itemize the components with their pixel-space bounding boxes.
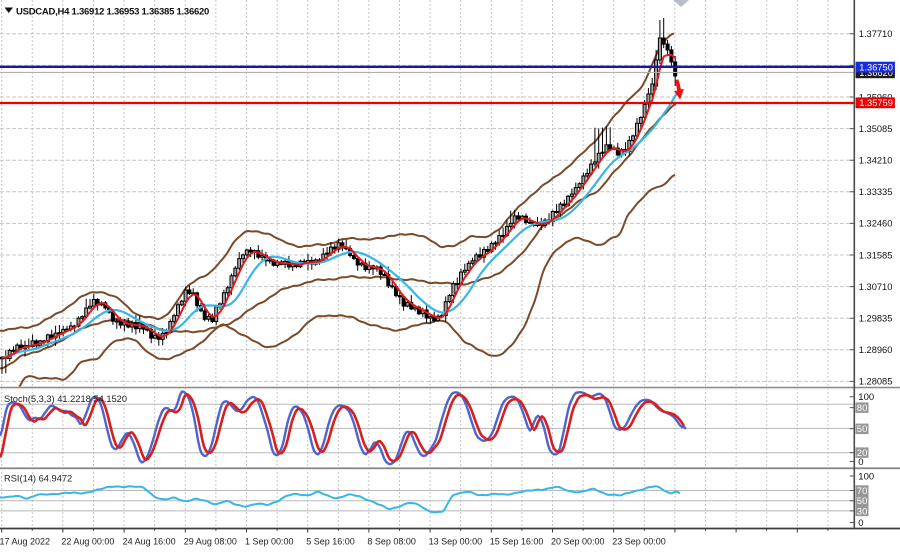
svg-text:1.28960: 1.28960 xyxy=(859,345,893,355)
svg-text:100: 100 xyxy=(858,392,874,403)
svg-text:29 Aug 08:00: 29 Aug 08:00 xyxy=(184,537,237,547)
svg-text:1 Sep 00:00: 1 Sep 00:00 xyxy=(245,537,294,547)
svg-text:1.31585: 1.31585 xyxy=(859,250,893,260)
svg-text:1.37710: 1.37710 xyxy=(859,29,893,39)
svg-text:23 Sep 00:00: 23 Sep 00:00 xyxy=(612,537,666,547)
svg-text:1.28085: 1.28085 xyxy=(859,377,893,387)
svg-text:1.35085: 1.35085 xyxy=(859,124,893,134)
svg-text:80: 80 xyxy=(857,403,868,414)
svg-text:5 Sep 16:00: 5 Sep 16:00 xyxy=(306,537,355,547)
svg-text:RSI(14) 64.9472: RSI(14) 64.9472 xyxy=(4,474,72,484)
svg-text:24 Aug 16:00: 24 Aug 16:00 xyxy=(123,537,176,547)
svg-text:1.30710: 1.30710 xyxy=(859,282,893,292)
svg-text:8 Sep 08:00: 8 Sep 08:00 xyxy=(367,537,416,547)
svg-text:USDCAD,H4 1.36912 1.36953 1.3: USDCAD,H4 1.36912 1.36953 1.36385 1.3662… xyxy=(16,7,209,18)
svg-text:1.36750: 1.36750 xyxy=(859,63,893,73)
svg-text:1.33335: 1.33335 xyxy=(859,187,893,197)
svg-text:22 Aug 00:00: 22 Aug 00:00 xyxy=(61,537,114,547)
svg-text:70: 70 xyxy=(857,486,868,497)
svg-text:1.36620: 1.36620 xyxy=(859,68,893,78)
svg-text:1.32460: 1.32460 xyxy=(859,219,893,229)
svg-text:1.35759: 1.35759 xyxy=(859,98,893,108)
svg-text:17 Aug 2022: 17 Aug 2022 xyxy=(0,537,50,547)
svg-text:100: 100 xyxy=(858,471,874,482)
svg-text:0: 0 xyxy=(858,457,863,468)
svg-text:0: 0 xyxy=(858,518,863,529)
svg-text:13 Sep 00:00: 13 Sep 00:00 xyxy=(429,537,483,547)
svg-text:15 Sep 16:00: 15 Sep 16:00 xyxy=(490,537,544,547)
svg-text:1.34210: 1.34210 xyxy=(859,156,893,166)
svg-text:1.29835: 1.29835 xyxy=(859,314,893,324)
svg-text:Stoch(5,3,3) 41.2218 54.1520: Stoch(5,3,3) 41.2218 54.1520 xyxy=(4,394,127,404)
svg-text:50: 50 xyxy=(857,424,868,435)
svg-text:30: 30 xyxy=(857,506,868,517)
svg-text:1.35960: 1.35960 xyxy=(859,92,893,102)
svg-text:20: 20 xyxy=(857,448,868,459)
svg-text:50: 50 xyxy=(857,496,868,507)
svg-text:20 Sep 00:00: 20 Sep 00:00 xyxy=(551,537,605,547)
